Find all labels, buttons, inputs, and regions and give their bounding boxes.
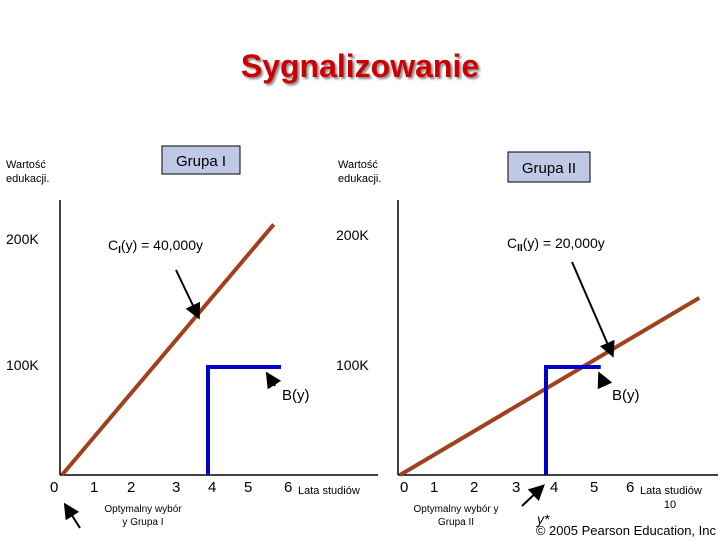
y-tick-200k: 200K — [336, 227, 369, 243]
x-tick-label: 5 — [244, 479, 252, 496]
x-tick-label: 6 — [284, 479, 292, 496]
group-box — [161, 145, 241, 175]
optimum-note-line2: Grupa II — [438, 517, 474, 528]
benefit-label: B(y) — [612, 387, 640, 404]
x-tick-label: 5 — [590, 479, 598, 496]
x-tick-label: 2 — [127, 479, 135, 496]
group-label: Grupa II — [522, 160, 576, 177]
benefit-label-arrow — [265, 371, 282, 390]
x-tick-label: 1 — [430, 479, 438, 496]
x-tick-label: 4 — [550, 479, 558, 496]
y-axis-label-line1: Wartość — [338, 159, 378, 171]
group-label: Grupa I — [176, 153, 226, 170]
optimum-note-line2: y Grupa I — [122, 517, 163, 528]
benefit-label: B(y) — [282, 387, 310, 404]
x-tick-label: 3 — [512, 479, 520, 496]
cost-function-label: CII(y) = 20,000y — [507, 235, 605, 254]
x-tick-labels: 0 1 2 3 4 5 6 — [400, 479, 634, 496]
benefit-step-line — [206, 365, 281, 475]
y-tick-200k: 200K — [6, 231, 39, 247]
x-tick-label: 3 — [172, 479, 180, 496]
y-axis-label-line2: edukacji. — [6, 173, 49, 185]
slide-title: Sygnalizowanie — [240, 48, 480, 84]
x-tick-label: 1 — [90, 479, 98, 496]
cost-line — [398, 296, 701, 477]
x-tick-label: 0 — [400, 479, 408, 496]
cost-label-arrow — [571, 261, 615, 358]
panel-group-1: Wartość edukacji. Grupa I 200K 100K CI(y… — [6, 145, 378, 529]
slide-number: 10 — [664, 499, 676, 511]
x-tick-label: 0 — [50, 479, 58, 496]
benefit-step-line — [544, 365, 601, 475]
x-tick-labels: 0 1 2 3 4 5 6 — [50, 479, 292, 496]
x-tick-label: 6 — [626, 479, 634, 496]
x-axis-label: Lata studiów — [640, 485, 702, 497]
x-tick-label: 2 — [470, 479, 478, 496]
x-tick-label: 4 — [208, 479, 216, 496]
optimum-note-line1: Optymalny wybór — [104, 504, 182, 515]
benefit-label-arrow — [597, 371, 613, 390]
x-axis-label: Lata studiów — [298, 485, 360, 497]
optimum-marker: y* — [536, 511, 550, 527]
y-axis-label-line1: Wartość — [6, 159, 46, 171]
panel-group-2: Wartość edukacji. Grupa II 200K 100K CII… — [336, 151, 718, 528]
cost-function-label: CI(y) = 40,000y — [108, 237, 203, 256]
cost-label-arrow — [175, 269, 201, 320]
copyright-text: © 2005 Pearson Education, Inc — [536, 523, 717, 538]
cost-line — [60, 223, 276, 477]
group-box — [507, 151, 591, 183]
optimum-arrow — [63, 502, 81, 529]
y-axis-label-line2: edukacji. — [338, 173, 381, 185]
optimum-arrow — [521, 484, 545, 507]
y-tick-100k: 100K — [6, 357, 39, 373]
y-tick-100k: 100K — [336, 357, 369, 373]
optimum-note-line1: Optymalny wybór y — [413, 504, 498, 515]
